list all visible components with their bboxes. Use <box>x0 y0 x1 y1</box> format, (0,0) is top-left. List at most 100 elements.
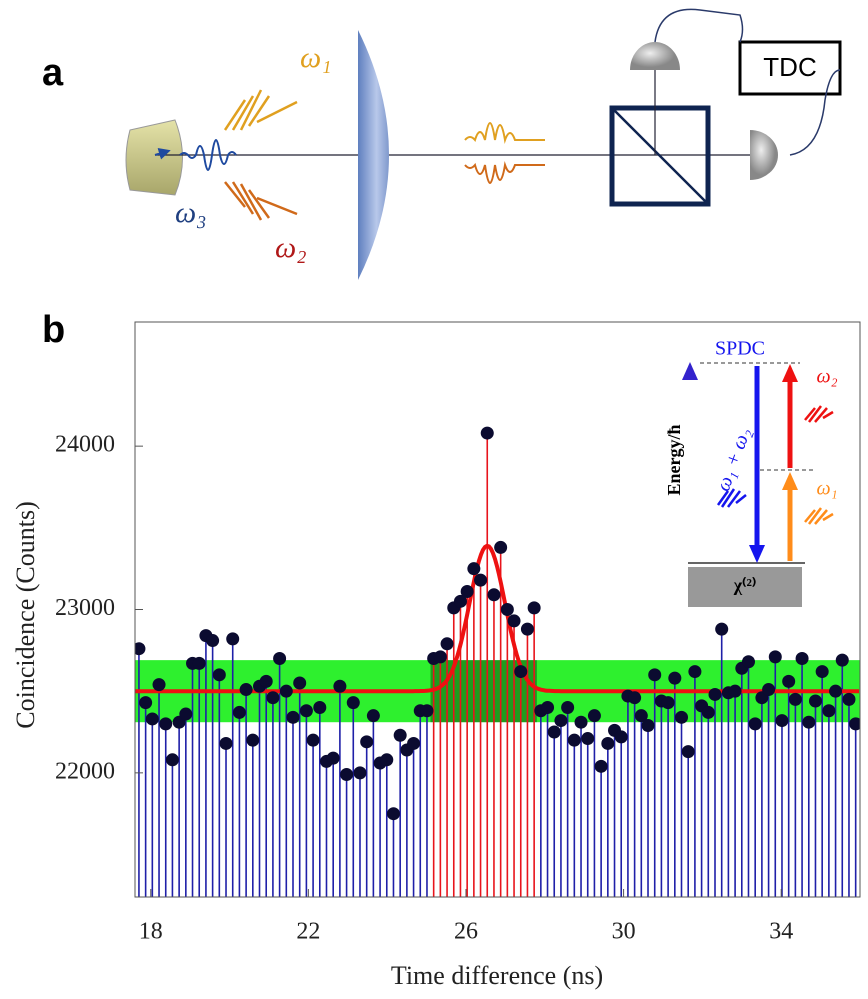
data-point <box>333 679 347 693</box>
inset-process: SPDC <box>715 338 765 360</box>
data-point <box>587 709 601 723</box>
data-point <box>259 674 273 688</box>
data-point <box>279 684 293 698</box>
pump-wave <box>179 139 237 171</box>
omega3-label: ω₃ <box>175 196 207 229</box>
data-point <box>360 735 374 749</box>
data-point <box>474 573 488 587</box>
cable <box>789 69 841 156</box>
data-point <box>494 540 508 554</box>
tdc-box <box>738 40 842 96</box>
photon-wave <box>804 405 834 423</box>
data-point <box>460 585 474 599</box>
data-point <box>219 736 233 750</box>
y-axis-label: Coincidence (Counts) <box>11 501 40 728</box>
y-tick-label: 22000 <box>55 758 115 784</box>
data-point <box>681 745 695 759</box>
data-point <box>165 753 179 767</box>
detector <box>630 42 680 70</box>
pump-arrow <box>154 147 171 160</box>
plot-area <box>135 426 860 897</box>
plot-frame <box>134 321 861 898</box>
inset-axis: Energy/ħ <box>664 424 684 495</box>
data-point <box>487 588 501 602</box>
data-point <box>293 676 307 690</box>
data-point <box>628 691 642 705</box>
data-point <box>346 696 360 710</box>
panel-label: a <box>42 52 64 94</box>
data-point <box>661 696 675 710</box>
data-point <box>668 671 682 685</box>
y-tick-label: 23000 <box>55 595 115 621</box>
data-point <box>139 696 153 710</box>
arrow-head <box>782 472 798 490</box>
inset-crystal: χ⁽²⁾ <box>733 575 757 595</box>
data-point <box>567 733 581 747</box>
crystal-block <box>688 567 802 607</box>
data-point <box>547 725 561 739</box>
x-tick-label: 22 <box>296 919 320 945</box>
data-point <box>822 704 836 718</box>
data-point <box>782 674 796 688</box>
data-point <box>440 637 454 651</box>
data-point <box>788 692 802 706</box>
data-point <box>641 718 655 732</box>
data-point <box>795 652 809 666</box>
data-point <box>514 665 528 679</box>
lens <box>358 30 389 280</box>
x-tick-label: 30 <box>612 919 636 945</box>
data-point <box>554 714 568 728</box>
data-point <box>467 562 481 576</box>
data-point <box>313 701 327 715</box>
data-point <box>239 683 253 697</box>
data-point <box>507 614 521 628</box>
x-tick-label: 26 <box>454 919 478 945</box>
pair-wave <box>464 122 545 144</box>
data-point <box>135 642 146 656</box>
data-point <box>340 767 354 781</box>
data-point <box>299 704 313 718</box>
data-point <box>273 652 287 666</box>
x-tick-label: 34 <box>769 919 793 945</box>
data-point <box>594 759 608 773</box>
arrow-head <box>749 545 765 563</box>
data-point <box>480 426 494 440</box>
data-point <box>849 717 860 731</box>
crystal <box>125 119 183 196</box>
panel-label: b <box>42 309 65 351</box>
data-point <box>266 691 280 705</box>
arrow-head <box>682 362 698 380</box>
cable <box>654 8 744 43</box>
data-point <box>561 701 575 715</box>
data-point <box>675 710 689 724</box>
inset-sum: ω₁ + ω₂ <box>712 425 755 494</box>
omega1-label: ω₁ <box>300 41 332 74</box>
idler-wave <box>224 181 298 221</box>
energy-inset: SPDC Energy/ħ ω₁ + ω₂ ω₂ ω₁ χ⁽²⁾ <box>664 338 838 607</box>
y-tick-label: 24000 <box>55 432 115 458</box>
data-point <box>741 655 755 669</box>
data-point <box>527 601 541 615</box>
omega2-label: ω₂ <box>275 231 307 264</box>
data-point <box>145 712 159 726</box>
beam-splitter <box>609 105 711 207</box>
data-point <box>634 709 648 723</box>
x-axis-label: Time difference (ns) <box>391 961 603 990</box>
inset-omega2: ω₂ <box>816 366 837 388</box>
data-point <box>842 692 856 706</box>
data-point <box>802 715 816 729</box>
data-point <box>353 766 367 780</box>
data-point <box>226 632 240 646</box>
data-point <box>393 728 407 742</box>
data-point <box>152 678 166 692</box>
data-point <box>829 684 843 698</box>
setup-diagram: a ω₁ ω₂ ω₃ TDC <box>42 8 842 280</box>
data-point <box>648 668 662 682</box>
data-point <box>326 751 340 765</box>
data-point <box>768 650 782 664</box>
data-point <box>762 683 776 697</box>
data-point <box>179 707 193 721</box>
pair-wave <box>464 161 545 184</box>
data-point <box>541 701 555 715</box>
